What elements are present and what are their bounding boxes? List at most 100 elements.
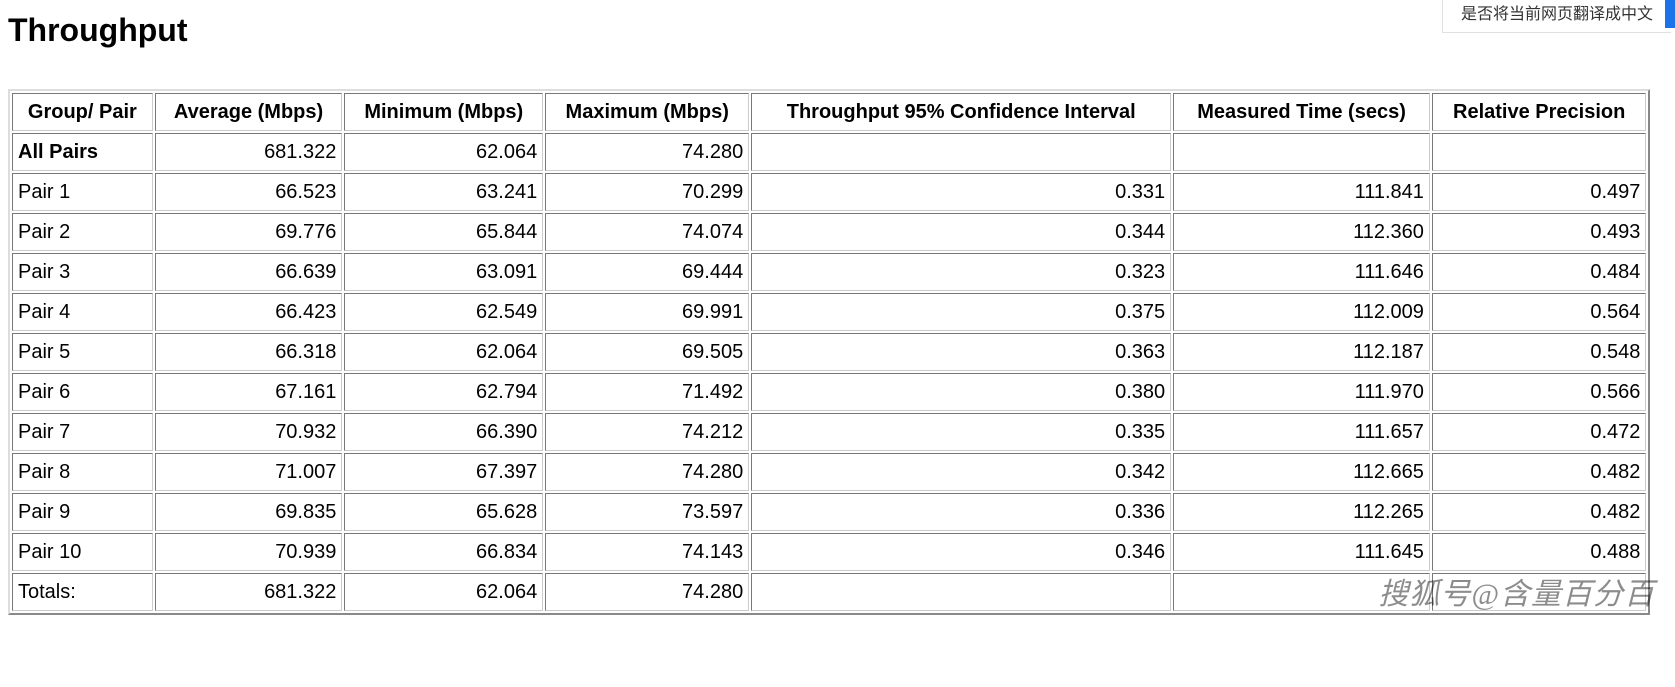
cell-minimum: 63.241 (344, 173, 543, 211)
translate-prompt-bar[interactable]: 是否将当前网页翻译成中文 (1442, 0, 1671, 33)
col-group-pair: Group/ Pair (12, 93, 153, 131)
cell-average: 67.161 (155, 373, 343, 411)
cell-relative-precision: 0.482 (1432, 493, 1647, 531)
page-title: Throughput (8, 12, 1667, 49)
cell-measured-time: 112.187 (1173, 333, 1430, 371)
cell-minimum: 65.844 (344, 213, 543, 251)
cell-group-pair: All Pairs (12, 133, 153, 171)
cell-relative-precision (1432, 133, 1647, 171)
table-row: All Pairs681.32262.06474.280 (12, 133, 1646, 171)
table-row: Pair 1070.93966.83474.1430.346111.6450.4… (12, 533, 1646, 571)
col-confidence-interval: Throughput 95% Confidence Interval (751, 93, 1171, 131)
cell-relative-precision: 0.484 (1432, 253, 1647, 291)
cell-average: 681.322 (155, 133, 343, 171)
cell-group-pair: Pair 6 (12, 373, 153, 411)
translate-prompt-text: 是否将当前网页翻译成中文 (1461, 0, 1653, 24)
cell-confidence-interval: 0.323 (751, 253, 1171, 291)
cell-measured-time (1173, 573, 1430, 611)
cell-maximum: 71.492 (545, 373, 749, 411)
throughput-table: Group/ Pair Average (Mbps) Minimum (Mbps… (8, 89, 1650, 615)
cell-average: 71.007 (155, 453, 343, 491)
cell-group-pair: Pair 9 (12, 493, 153, 531)
table-row: Totals:681.32262.06474.280 (12, 573, 1646, 611)
cell-measured-time: 111.841 (1173, 173, 1430, 211)
cell-measured-time: 111.646 (1173, 253, 1430, 291)
table-row: Pair 566.31862.06469.5050.363112.1870.54… (12, 333, 1646, 371)
table-row: Pair 366.63963.09169.4440.323111.6460.48… (12, 253, 1646, 291)
cell-confidence-interval (751, 573, 1171, 611)
cell-average: 70.939 (155, 533, 343, 571)
cell-confidence-interval: 0.363 (751, 333, 1171, 371)
cell-maximum: 74.212 (545, 413, 749, 451)
cell-group-pair: Pair 1 (12, 173, 153, 211)
cell-measured-time: 112.360 (1173, 213, 1430, 251)
cell-average: 66.318 (155, 333, 343, 371)
cell-minimum: 62.064 (344, 573, 543, 611)
table-row: Pair 969.83565.62873.5970.336112.2650.48… (12, 493, 1646, 531)
table-row: Pair 269.77665.84474.0740.344112.3600.49… (12, 213, 1646, 251)
cell-average: 66.423 (155, 293, 343, 331)
cell-confidence-interval: 0.346 (751, 533, 1171, 571)
table-header-row: Group/ Pair Average (Mbps) Minimum (Mbps… (12, 93, 1646, 131)
cell-confidence-interval: 0.380 (751, 373, 1171, 411)
cell-relative-precision: 0.497 (1432, 173, 1647, 211)
cell-maximum: 69.505 (545, 333, 749, 371)
cell-measured-time (1173, 133, 1430, 171)
cell-measured-time: 111.970 (1173, 373, 1430, 411)
cell-confidence-interval: 0.344 (751, 213, 1171, 251)
cell-confidence-interval: 0.336 (751, 493, 1171, 531)
table-row: Pair 466.42362.54969.9910.375112.0090.56… (12, 293, 1646, 331)
cell-minimum: 66.834 (344, 533, 543, 571)
cell-confidence-interval (751, 133, 1171, 171)
cell-group-pair: Totals: (12, 573, 153, 611)
cell-measured-time: 112.665 (1173, 453, 1430, 491)
col-average: Average (Mbps) (155, 93, 343, 131)
cell-group-pair: Pair 4 (12, 293, 153, 331)
cell-relative-precision: 0.493 (1432, 213, 1647, 251)
table-row: Pair 871.00767.39774.2800.342112.6650.48… (12, 453, 1646, 491)
cell-maximum: 69.444 (545, 253, 749, 291)
cell-maximum: 70.299 (545, 173, 749, 211)
cell-relative-precision: 0.548 (1432, 333, 1647, 371)
cell-minimum: 62.064 (344, 333, 543, 371)
cell-measured-time: 111.645 (1173, 533, 1430, 571)
cell-maximum: 74.280 (545, 453, 749, 491)
cell-minimum: 67.397 (344, 453, 543, 491)
cell-average: 66.639 (155, 253, 343, 291)
cell-average: 69.835 (155, 493, 343, 531)
cell-group-pair: Pair 3 (12, 253, 153, 291)
cell-relative-precision (1432, 573, 1647, 611)
cell-average: 66.523 (155, 173, 343, 211)
table-row: Pair 667.16162.79471.4920.380111.9700.56… (12, 373, 1646, 411)
cell-confidence-interval: 0.335 (751, 413, 1171, 451)
cell-minimum: 62.794 (344, 373, 543, 411)
cell-confidence-interval: 0.342 (751, 453, 1171, 491)
cell-measured-time: 112.265 (1173, 493, 1430, 531)
cell-confidence-interval: 0.331 (751, 173, 1171, 211)
table-row: Pair 166.52363.24170.2990.331111.8410.49… (12, 173, 1646, 211)
cell-relative-precision: 0.564 (1432, 293, 1647, 331)
cell-measured-time: 112.009 (1173, 293, 1430, 331)
cell-group-pair: Pair 8 (12, 453, 153, 491)
cell-minimum: 63.091 (344, 253, 543, 291)
cell-maximum: 74.074 (545, 213, 749, 251)
cell-maximum: 74.280 (545, 573, 749, 611)
cell-minimum: 62.549 (344, 293, 543, 331)
cell-minimum: 65.628 (344, 493, 543, 531)
cell-maximum: 69.991 (545, 293, 749, 331)
col-maximum: Maximum (Mbps) (545, 93, 749, 131)
cell-group-pair: Pair 5 (12, 333, 153, 371)
cell-average: 69.776 (155, 213, 343, 251)
col-minimum: Minimum (Mbps) (344, 93, 543, 131)
cell-group-pair: Pair 7 (12, 413, 153, 451)
cell-confidence-interval: 0.375 (751, 293, 1171, 331)
cell-minimum: 66.390 (344, 413, 543, 451)
cell-average: 681.322 (155, 573, 343, 611)
cell-average: 70.932 (155, 413, 343, 451)
cell-group-pair: Pair 10 (12, 533, 153, 571)
cell-relative-precision: 0.566 (1432, 373, 1647, 411)
cell-group-pair: Pair 2 (12, 213, 153, 251)
cell-maximum: 74.143 (545, 533, 749, 571)
cell-measured-time: 111.657 (1173, 413, 1430, 451)
translate-confirm-button[interactable] (1665, 0, 1675, 28)
